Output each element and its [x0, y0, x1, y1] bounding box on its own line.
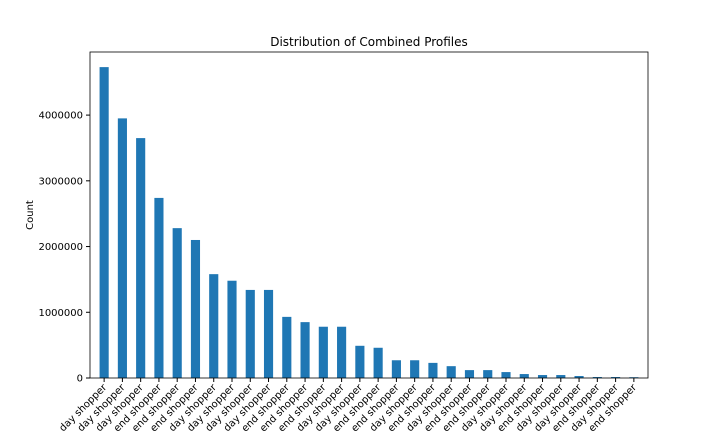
- bar: [574, 376, 584, 378]
- bar: [428, 362, 438, 378]
- bar: [592, 377, 602, 378]
- bar: [501, 372, 511, 378]
- y-tick-label: 3000000: [38, 176, 83, 187]
- plot-frame: [89, 51, 649, 379]
- bar: [282, 316, 292, 378]
- bar: [355, 345, 365, 378]
- bar: [99, 67, 109, 378]
- bar: [318, 326, 328, 378]
- y-tick-label: 0: [77, 374, 83, 385]
- y-tick-label: 4000000: [38, 111, 83, 122]
- bar: [373, 347, 383, 378]
- bar: [154, 197, 164, 378]
- bar: [117, 118, 127, 379]
- bar: [410, 360, 420, 378]
- bar: [464, 370, 475, 378]
- bar: [337, 326, 347, 378]
- bar: [391, 360, 401, 378]
- bar: [556, 375, 566, 378]
- bar: [209, 274, 219, 378]
- bar: [300, 322, 310, 378]
- bar: [519, 374, 529, 378]
- bar: [537, 375, 548, 378]
- bar: [136, 138, 146, 378]
- chart-title: Distribution of Combined Profiles: [270, 35, 468, 49]
- bar: [227, 280, 237, 378]
- bar: [446, 366, 456, 378]
- bar: [611, 377, 621, 378]
- bar: [172, 228, 182, 378]
- y-tick-label: 1000000: [38, 308, 83, 319]
- y-tick-label: 2000000: [38, 242, 83, 253]
- bar: [263, 289, 274, 378]
- y-axis-label: Count: [25, 200, 36, 230]
- bar: [483, 370, 493, 378]
- bar: [190, 239, 201, 378]
- bar: [245, 289, 255, 378]
